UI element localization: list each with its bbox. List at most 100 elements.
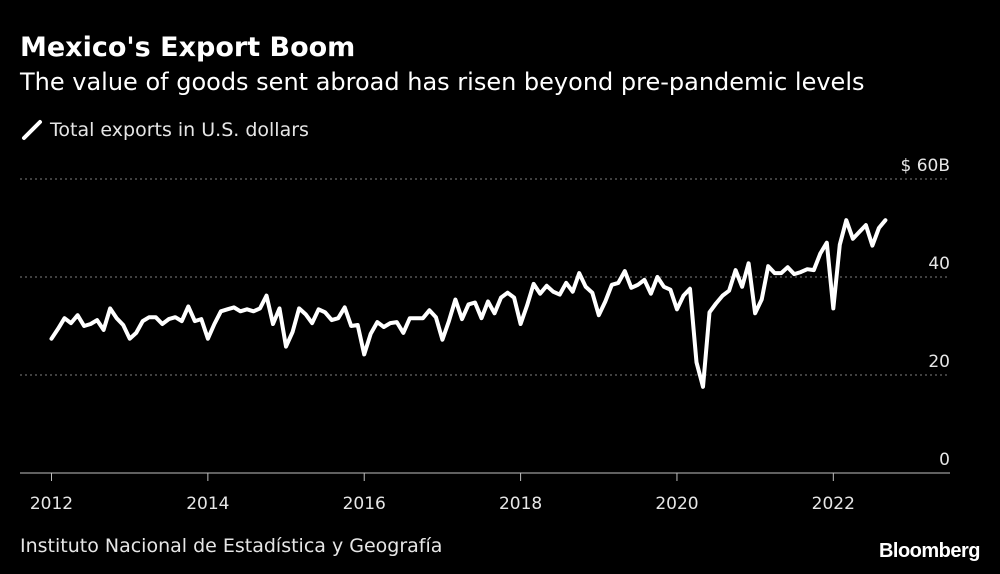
data-point [453, 297, 457, 302]
data-point [812, 268, 816, 272]
data-point [610, 283, 614, 287]
data-point [382, 325, 386, 329]
data-point [408, 316, 412, 320]
data-point [864, 223, 868, 227]
data-point [102, 328, 106, 332]
data-point [141, 319, 145, 323]
data-point [727, 289, 731, 293]
data-point [206, 337, 210, 341]
data-point [134, 331, 138, 335]
y-axis-tick-labels: $ 60B 40 20 0 [900, 156, 950, 470]
data-point [870, 244, 875, 248]
data-point [492, 311, 497, 315]
bloomberg-logo: Bloomberg [878, 540, 981, 562]
data-point [108, 306, 112, 310]
data-point [760, 297, 764, 302]
data-point [792, 272, 796, 276]
data-point [212, 322, 216, 326]
data-point [479, 316, 484, 320]
data-point [486, 299, 490, 304]
data-point [147, 315, 151, 319]
data-point [844, 218, 848, 222]
data-point [838, 243, 842, 247]
data-point [330, 318, 334, 322]
data-point [799, 270, 803, 274]
data-point [323, 310, 327, 314]
x-tick-label: 2020 [655, 494, 698, 514]
data-point [753, 311, 757, 315]
data-point [362, 352, 366, 356]
data-point [681, 294, 686, 298]
x-tick-label: 2022 [812, 494, 855, 514]
data-point [766, 264, 770, 268]
y-tick-label: 40 [928, 254, 950, 274]
data-point [629, 286, 633, 290]
data-point [466, 302, 471, 306]
data-point [336, 316, 340, 320]
data-point [532, 282, 536, 286]
data-point [225, 307, 229, 311]
data-point [694, 360, 699, 364]
data-point [668, 288, 673, 292]
data-point [786, 265, 790, 269]
y-tick-label: $ 60B [900, 156, 950, 176]
legend-label: Total exports in U.S. dollars [50, 119, 309, 141]
data-point [115, 316, 119, 320]
source-note: Instituto Nacional de Estadística y Geog… [20, 535, 443, 557]
data-point [675, 307, 679, 311]
data-point [577, 271, 581, 275]
data-point [56, 327, 60, 331]
data-point [558, 293, 562, 297]
data-point [805, 267, 809, 271]
data-point [414, 316, 418, 320]
data-point [851, 237, 855, 241]
data-point [421, 316, 425, 320]
y-tick-label: 0 [939, 450, 950, 470]
data-point [388, 321, 392, 325]
data-point [883, 218, 888, 222]
data-point [623, 269, 627, 273]
data-point [460, 317, 464, 321]
data-point [284, 345, 288, 349]
data-point [49, 337, 54, 341]
data-point [82, 324, 86, 328]
legend-line-icon [22, 120, 42, 140]
data-point [857, 230, 862, 234]
data-point [636, 283, 640, 287]
data-point [649, 292, 653, 296]
data-point [121, 323, 125, 327]
series-points [49, 218, 888, 389]
data-point [597, 313, 601, 317]
x-tick-label: 2012 [30, 494, 73, 514]
data-point [740, 285, 744, 289]
data-point [877, 226, 881, 230]
data-point [721, 294, 725, 298]
data-point [688, 287, 692, 291]
data-point [238, 309, 242, 313]
data-point [95, 318, 99, 322]
x-tick-label: 2018 [499, 494, 542, 514]
data-point [440, 338, 444, 342]
data-point [427, 308, 431, 312]
data-point [642, 278, 647, 282]
data-point [317, 307, 321, 311]
data-point [506, 291, 510, 295]
data-point [356, 323, 360, 327]
data-point [655, 275, 660, 279]
data-point [154, 315, 158, 319]
chart-title: Mexico's Export Boom [20, 32, 356, 63]
data-point [584, 285, 588, 289]
data-point [343, 305, 347, 309]
data-point [538, 292, 542, 296]
data-point [545, 284, 549, 288]
x-tick-label: 2016 [343, 494, 386, 514]
data-point [193, 319, 197, 323]
x-axis [20, 472, 950, 481]
data-point [590, 291, 594, 295]
data-point [76, 313, 80, 317]
data-point [434, 315, 438, 319]
data-point [232, 305, 236, 309]
data-point [251, 309, 256, 313]
data-point [69, 321, 73, 325]
